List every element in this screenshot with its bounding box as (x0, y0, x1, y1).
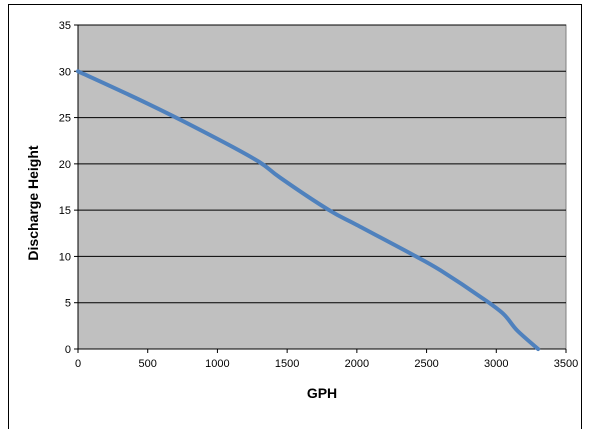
series-line (76, 69, 541, 351)
chart-frame: 0 5 10 15 20 25 30 35 0 500 1000 1500 2000 2500 3000 3… (8, 4, 582, 429)
x-tick-label: 3000 (484, 358, 508, 370)
x-tick-label: 2500 (414, 358, 438, 370)
line-chart: 0 5 10 15 20 25 30 35 0 500 1000 1500 2000 2500 3000 3… (25, 20, 578, 401)
x-tick-label: 0 (75, 358, 81, 370)
y-tick-label: 30 (59, 66, 71, 78)
y-tick-label: 0 (65, 344, 71, 356)
x-tick-label: 1500 (275, 358, 299, 370)
x-axis-title: GPH (307, 385, 337, 401)
x-axis-ticks: 0 500 1000 1500 2000 2500 3000 3500 (75, 349, 578, 370)
x-tick-label: 2000 (345, 358, 369, 370)
y-tick-label: 20 (59, 159, 71, 171)
y-axis-title: Discharge Height (25, 145, 41, 260)
y-tick-label: 15 (59, 205, 71, 217)
y-tick-label: 10 (59, 251, 71, 263)
y-tick-label: 35 (59, 20, 71, 32)
x-tick-label: 1000 (205, 358, 229, 370)
x-tick-label: 3500 (554, 358, 578, 370)
x-tick-label: 500 (139, 358, 157, 370)
y-tick-label: 5 (65, 298, 71, 310)
y-tick-label: 25 (59, 113, 71, 125)
y-axis-ticks: 0 5 10 15 20 25 30 35 (59, 20, 78, 356)
gridlines (77, 24, 566, 350)
plot-area (77, 24, 567, 350)
